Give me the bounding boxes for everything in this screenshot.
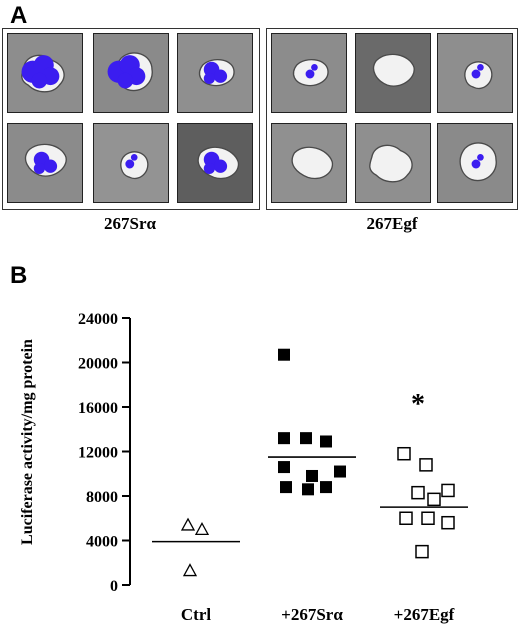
cell-image-tile [7, 123, 83, 203]
signal-patch [471, 69, 481, 79]
data-point [441, 515, 455, 530]
data-point [397, 446, 411, 461]
image-group-srα [2, 28, 260, 210]
signal-patch [305, 69, 315, 79]
data-point [278, 461, 290, 474]
mean-lines [152, 456, 468, 543]
data-point [306, 469, 318, 482]
signal-patch [33, 162, 45, 174]
signal-patch [31, 72, 48, 89]
signal-patch [311, 64, 318, 71]
data-points [180, 348, 455, 577]
x-category-label: Ctrl [181, 605, 211, 624]
data-point [180, 517, 196, 531]
y-tick-label: 8000 [86, 489, 118, 506]
signal-patch [477, 154, 484, 161]
cell-image-tile [355, 33, 431, 113]
cell-image-tile [437, 123, 513, 203]
signal-patch [213, 69, 228, 83]
data-point [300, 432, 312, 445]
data-point [194, 522, 210, 536]
cell-image-tile [93, 123, 169, 203]
cell-image-tile [271, 33, 347, 113]
image-group-egf [266, 28, 518, 210]
significance-asterisk: * [411, 389, 425, 420]
y-axis-label: Luciferase activity/mg protein [19, 339, 36, 545]
signal-patch [477, 64, 484, 71]
y-tick-labels: 0 4000 8000 12000 16000 20000 24000 [78, 311, 118, 595]
signal-patch [203, 162, 215, 174]
signal-patch [125, 159, 135, 169]
group-label-srα: 267Srα [104, 214, 156, 233]
data-point [427, 492, 441, 507]
data-point [411, 485, 425, 500]
cell-image-tile [437, 33, 513, 113]
data-point [399, 511, 413, 525]
y-axis [122, 317, 131, 586]
signal-patch [117, 72, 134, 89]
signal-patch [43, 159, 58, 173]
y-tick-label: 12000 [78, 445, 118, 462]
x-category-label: +267Srα [281, 605, 343, 624]
cell-image-tile [271, 123, 347, 203]
y-tick-label: 20000 [78, 356, 118, 373]
y-tick-label: 24000 [78, 311, 118, 328]
signal-patch [471, 159, 481, 169]
group-label-egf: 267Egf [366, 214, 418, 233]
data-point [280, 481, 292, 494]
data-point [320, 481, 332, 494]
y-tick-label: 16000 [78, 400, 118, 417]
data-point [334, 465, 346, 478]
y-tick-label: 4000 [86, 534, 118, 551]
data-point [182, 563, 198, 577]
panel-label-a: A [10, 2, 28, 29]
cell-image-tile [355, 123, 431, 203]
x-category-labels: Ctrl +267Srα +267Egf [181, 605, 455, 624]
data-point [415, 544, 429, 559]
y-tick-label: 0 [110, 578, 118, 595]
data-point [419, 458, 433, 472]
data-point [302, 483, 314, 496]
signal-patch [213, 159, 228, 173]
data-point [441, 483, 455, 498]
signal-patch [130, 154, 138, 161]
x-category-label: +267Egf [394, 605, 455, 624]
cell-image-tile [177, 33, 253, 113]
data-point [278, 348, 290, 361]
panel-label-b: B [10, 262, 28, 289]
scatter-chart: 0 4000 8000 12000 16000 20000 24000 Luciferase… [19, 311, 468, 624]
cell-image-tile [7, 33, 83, 113]
data-point [278, 432, 290, 445]
cell-image-tile [177, 123, 253, 203]
data-point [421, 511, 435, 525]
cell-image-tile [93, 33, 169, 113]
data-point [320, 435, 332, 448]
annotations: * [411, 389, 425, 420]
signal-patch [203, 72, 215, 84]
